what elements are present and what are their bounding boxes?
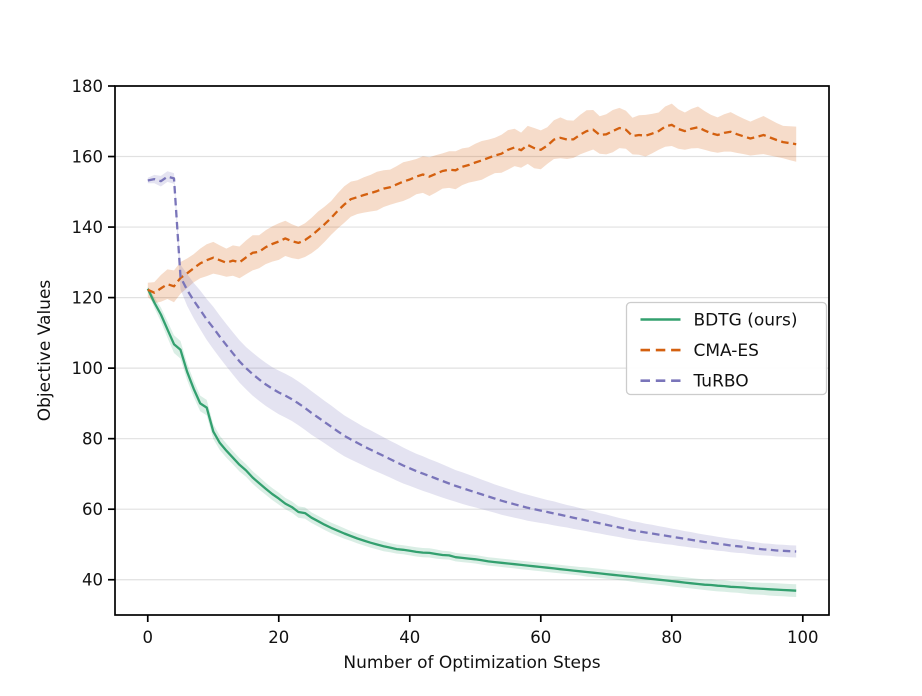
series-lines: [146, 123, 797, 592]
y-tick-label-100: 100: [72, 359, 104, 378]
y-tick-label-120: 120: [72, 289, 104, 308]
y-tick-label-140: 140: [72, 218, 104, 237]
x-tick-label-20: 20: [268, 628, 289, 647]
line-cma-es: [147, 123, 797, 294]
line-bdtg-ours: [146, 288, 797, 592]
x-tick-label-40: 40: [399, 628, 420, 647]
y-tick-label-160: 160: [72, 148, 104, 167]
line-turbo: [147, 175, 797, 553]
x-tick-label-0: 0: [143, 628, 154, 647]
legend-label-turbo: TuRBO: [693, 372, 749, 392]
legend-label-cma-es: CMA-ES: [694, 341, 759, 361]
tick-labels: 0 20 40 60 80 100 40 60 80 100 120 140 160 180: [72, 77, 819, 647]
legend-box: [625, 301, 828, 396]
x-tick-label-60: 60: [530, 628, 551, 647]
y-axis-label: Objective Values: [35, 280, 55, 422]
band-bdtg-ours: [147, 286, 797, 597]
band-cma-es: [147, 103, 797, 304]
y-tick-label-40: 40: [82, 571, 103, 590]
y-tick-label-80: 80: [82, 430, 103, 449]
confidence-bands: [147, 103, 797, 597]
y-tick-label-60: 60: [82, 500, 103, 519]
y-tick-label-180: 180: [72, 77, 104, 96]
x-tick-label-80: 80: [661, 628, 682, 647]
legend-label-bdtg-ours: BDTG (ours): [694, 310, 798, 330]
axes-spines-and-ticks: [108, 85, 830, 622]
plot-border: [114, 85, 830, 616]
x-axis-label: Number of Optimization Steps: [343, 653, 600, 673]
band-turbo: [147, 171, 797, 558]
legend: BDTG (ours) CMA-ES TuRBO: [625, 301, 828, 396]
x-tick-label-100: 100: [787, 628, 819, 647]
